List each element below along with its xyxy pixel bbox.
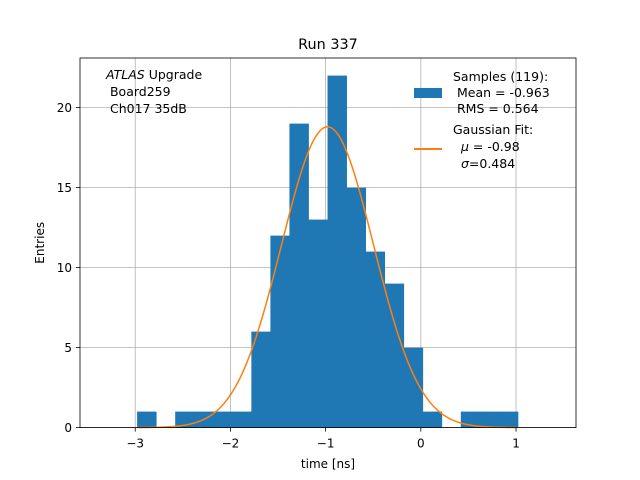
legend-fit-title: Gaussian Fit: (453, 122, 533, 137)
histogram-bar (289, 123, 309, 428)
x-tick-label: −2 (222, 437, 240, 451)
y-tick-label: 15 (57, 181, 72, 195)
annotation-box: ATLAS Upgrade Board259 Ch017 35dB (105, 67, 202, 116)
annotation-atlas: ATLAS (105, 67, 145, 82)
legend: Samples (119): Mean = -0.963 RMS = 0.564… (414, 69, 550, 171)
histogram-bar (365, 251, 386, 428)
legend-hist-line-1: Samples (119): (453, 69, 548, 84)
y-axis-ticks: 0 5 10 15 20 (57, 101, 80, 435)
histogram-bar (498, 411, 519, 428)
legend-hist-swatch (414, 88, 442, 98)
histogram-bar (384, 283, 405, 428)
y-tick-label: 5 (64, 341, 72, 355)
x-tick-label: −3 (126, 437, 144, 451)
y-axis-label: Entries (33, 222, 47, 264)
histogram-bar (213, 411, 233, 428)
legend-sigma-value: =0.484 (469, 156, 515, 171)
histogram-bar (346, 187, 367, 428)
annotation-line-3: Ch017 35dB (106, 101, 187, 116)
x-axis-label: time [ns] (301, 457, 355, 471)
annotation-line-1: ATLAS Upgrade (105, 67, 202, 82)
y-tick-label: 10 (57, 261, 72, 275)
histogram-bar (308, 219, 328, 428)
chart-title: Run 337 (298, 37, 358, 53)
x-tick-label: 0 (417, 437, 425, 451)
legend-mu-value: = -0.98 (469, 139, 520, 154)
legend-mu-symbol: μ (460, 139, 469, 154)
y-tick-label: 20 (57, 101, 72, 115)
y-tick-label: 0 (64, 421, 72, 435)
histogram-bar (327, 75, 347, 428)
legend-hist-line-3: RMS = 0.564 (453, 101, 539, 116)
x-axis-ticks: −3 −2 −1 0 1 (126, 427, 520, 451)
histogram-bar (137, 411, 157, 428)
histogram-bar (422, 411, 443, 428)
legend-sigma-symbol: σ (461, 156, 470, 171)
annotation-line-2: Board259 (106, 84, 171, 99)
legend-fit-mu: μ = -0.98 (453, 139, 520, 154)
x-tick-label: −1 (317, 437, 335, 451)
annotation-upgrade: Upgrade (145, 67, 203, 82)
histogram-bar (270, 235, 290, 428)
histogram-bar (232, 411, 252, 428)
x-tick-label: 1 (512, 437, 520, 451)
legend-fit-sigma: σ=0.484 (453, 156, 515, 171)
histogram-bar (479, 411, 500, 428)
axes-frame (79, 57, 577, 429)
histogram-bar (251, 331, 271, 428)
legend-hist-line-2: Mean = -0.963 (453, 85, 550, 100)
histogram-bars (137, 75, 519, 428)
gaussian-fit-curve (137, 126, 518, 429)
histogram-bar (403, 347, 424, 428)
